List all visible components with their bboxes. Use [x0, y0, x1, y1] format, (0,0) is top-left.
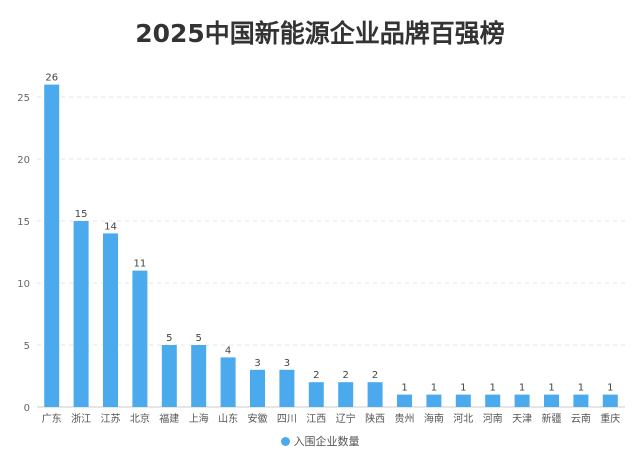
x-tick-label: 江苏 [101, 412, 121, 425]
bar [44, 84, 60, 407]
x-tick-label: 上海 [189, 412, 209, 425]
bar [455, 394, 471, 407]
data-label: 5 [196, 333, 202, 344]
bar [161, 345, 177, 407]
x-tick-label: 广东 [42, 412, 62, 425]
y-tick-label: 15 [17, 217, 30, 228]
x-tick-label: 安徽 [248, 412, 268, 425]
data-label: 2 [372, 370, 378, 381]
x-tick-label: 辽宁 [336, 412, 356, 425]
bar [573, 394, 589, 407]
bar [103, 233, 118, 407]
legend-marker [280, 437, 290, 446]
bar [514, 394, 530, 407]
x-tick-label: 海南 [424, 412, 444, 425]
y-tick-label: 25 [17, 93, 30, 104]
x-tick-label: 四川 [277, 414, 297, 425]
x-tick-label: 浙江 [71, 413, 91, 425]
bar [250, 369, 265, 407]
bar [338, 382, 354, 407]
bar [426, 394, 442, 407]
data-label: 1 [519, 383, 525, 394]
bar [220, 357, 236, 407]
y-tick-label: 0 [24, 403, 30, 414]
x-tick-label: 河北 [453, 413, 473, 425]
data-label: 3 [254, 358, 260, 369]
bar [191, 345, 207, 407]
data-label: 1 [401, 383, 407, 394]
chart-title: 2025中国新能源企业品牌百强榜 [135, 19, 505, 48]
data-label: 5 [166, 333, 172, 344]
data-label: 14 [104, 221, 117, 232]
bar [485, 394, 501, 407]
data-label: 26 [45, 73, 58, 84]
bar [279, 369, 295, 407]
y-tick-label: 5 [24, 341, 30, 352]
data-label: 2 [343, 370, 349, 381]
data-label: 2 [313, 370, 319, 381]
x-tick-label: 重庆 [600, 412, 620, 425]
x-tick-label: 山东 [218, 412, 238, 425]
x-tick-label: 贵州 [395, 412, 415, 425]
x-tick-label: 云南 [571, 412, 591, 425]
data-label: 3 [284, 358, 290, 369]
data-label: 1 [490, 383, 496, 394]
data-label: 1 [460, 383, 466, 394]
bar [367, 382, 383, 407]
data-label: 15 [75, 209, 88, 220]
x-tick-label: 江西 [306, 413, 326, 425]
data-label: 1 [548, 383, 554, 394]
x-tick-label: 天津 [512, 413, 532, 425]
data-label: 1 [431, 383, 437, 394]
bar [132, 270, 148, 407]
x-tick-label: 北京 [130, 412, 150, 425]
bar [544, 394, 559, 407]
y-tick-label: 20 [17, 155, 30, 166]
data-label: 4 [225, 345, 231, 356]
bar [308, 382, 324, 407]
data-label: 1 [578, 383, 584, 394]
x-tick-label: 陕西 [365, 412, 385, 425]
bar [602, 394, 618, 407]
x-tick-label: 福建 [159, 412, 179, 425]
legend-label: 入围企业数量 [293, 435, 360, 448]
x-tick-label: 新疆 [542, 412, 562, 425]
legend[interactable]: 入围企业数量 [0, 433, 640, 449]
bar [397, 394, 412, 407]
data-label: 1 [607, 383, 613, 394]
data-label: 11 [134, 259, 147, 270]
bar [73, 221, 89, 407]
y-tick-label: 10 [17, 279, 30, 290]
x-tick-label: 河南 [483, 412, 503, 425]
